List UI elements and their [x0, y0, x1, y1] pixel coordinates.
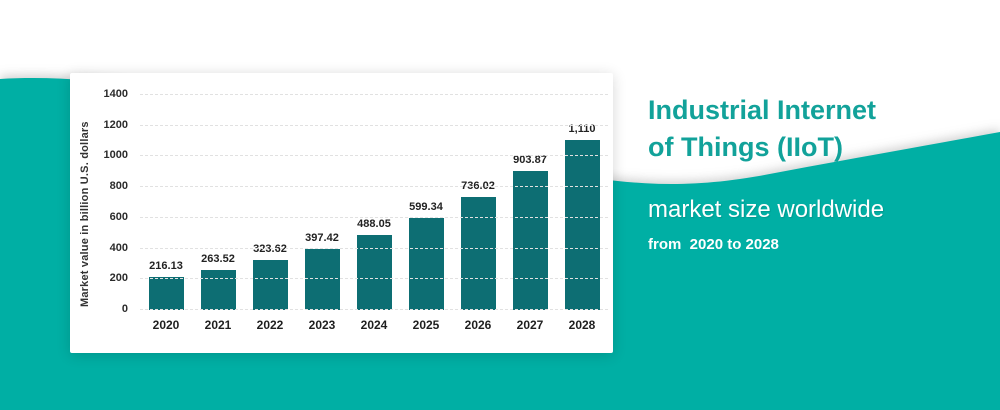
- bar-2023: [304, 248, 340, 310]
- bar-column: 488.05: [348, 95, 400, 310]
- x-tick-label: 2021: [204, 318, 232, 332]
- bar-column: 323.62: [244, 95, 296, 310]
- bar-2021: [200, 269, 236, 310]
- y-tick-label: 1200: [103, 118, 128, 131]
- bar-2028: [564, 139, 600, 310]
- y-tick-label: 600: [109, 210, 128, 223]
- gridline: 1000: [104, 149, 608, 161]
- plot-area: 216.13 263.52 323.62 397.42 488.05 599.34 736.…: [104, 88, 608, 315]
- bar-value-label: 903.87: [513, 154, 547, 167]
- bar-column: 263.52: [192, 95, 244, 310]
- y-axis-title: Market value in billion U.S. dollars: [79, 121, 91, 307]
- x-tick-label: 2024: [360, 318, 388, 332]
- gridline: 600: [110, 211, 608, 223]
- bar-column: 736.02: [452, 95, 504, 310]
- bar-value-label: 397.42: [305, 231, 339, 244]
- x-tick-label: 2022: [256, 318, 284, 332]
- x-tick-label: 2023: [308, 318, 336, 332]
- bar-column: 599.34: [400, 95, 452, 310]
- page-title: Industrial Internet of Things (IIoT): [648, 92, 978, 166]
- bar-value-label: 488.05: [357, 218, 391, 231]
- title-line-1: Industrial Internet: [648, 95, 877, 125]
- x-tick-label: 2020: [152, 318, 180, 332]
- bar-value-label: 323.62: [253, 243, 287, 256]
- gridline: 1400: [104, 88, 608, 100]
- x-tick-label: 2025: [412, 318, 440, 332]
- x-axis: 2020 2021 2022 2023 2024 2025 2026 2027 2028: [140, 318, 608, 332]
- gridline: 800: [110, 180, 608, 192]
- bar-group: 216.13 263.52 323.62 397.42 488.05 599.34 736.…: [140, 95, 608, 310]
- gridline: 0: [122, 303, 608, 315]
- bar-value-label: 599.34: [409, 200, 443, 213]
- title-line-2: of Things (IIoT): [648, 132, 843, 162]
- x-tick-label: 2027: [516, 318, 544, 332]
- y-tick-label: 400: [109, 241, 128, 254]
- bar-column: 216.13: [140, 95, 192, 310]
- chart-card: Market value in billion U.S. dollars 216…: [70, 73, 613, 353]
- y-tick-label: 200: [109, 272, 128, 285]
- gridline: 1200: [104, 119, 608, 131]
- y-tick-label: 0: [121, 303, 128, 315]
- bar-2020: [148, 276, 184, 310]
- y-tick-label: 800: [109, 180, 128, 193]
- bar-2022: [252, 260, 288, 310]
- bar-value-label: 216.13: [149, 259, 183, 272]
- x-tick-label: 2028: [568, 318, 596, 332]
- x-tick-label: 2026: [464, 318, 492, 332]
- bar-2025: [408, 217, 444, 310]
- bar-column: 397.42: [296, 95, 348, 310]
- bar-2027: [512, 171, 548, 310]
- bar-2026: [460, 196, 496, 310]
- bar-column: 903.87: [504, 95, 556, 310]
- date-range-label: from 2020 to 2028: [648, 236, 779, 253]
- y-tick-label: 1000: [103, 149, 128, 162]
- page-subtitle: market size worldwide: [648, 196, 885, 223]
- y-tick-label: 1400: [103, 88, 128, 100]
- bar-value-label: 263.52: [201, 252, 235, 265]
- bar-2024: [356, 235, 392, 310]
- gridline: 400: [110, 242, 608, 254]
- bar-value-label: 736.02: [461, 179, 495, 192]
- gridline: 200: [110, 272, 608, 284]
